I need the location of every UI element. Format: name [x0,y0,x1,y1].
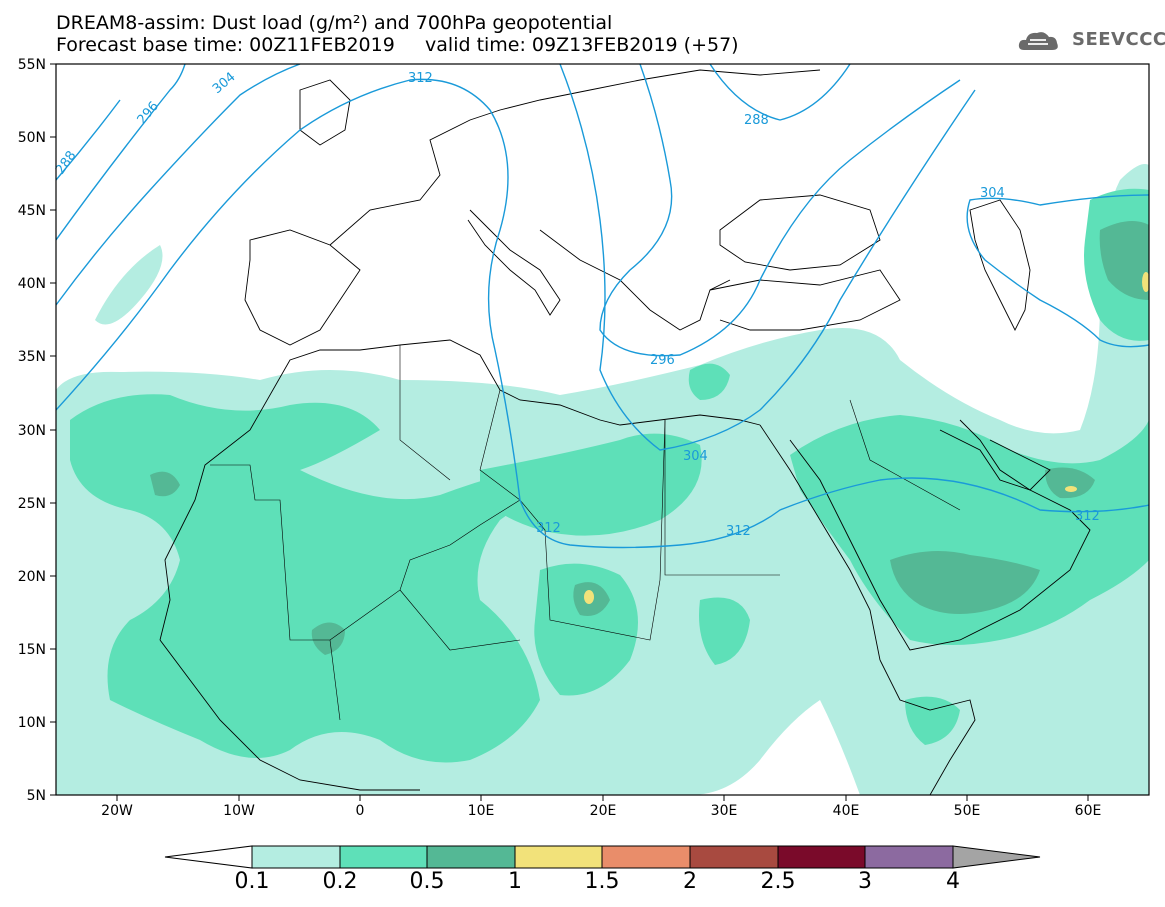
lon-label: 40E [833,803,860,819]
contour-label: 312 [1075,509,1100,524]
colorbar-swatch [514,845,603,869]
lat-label: 30N [18,423,46,439]
map-title-line1: DREAM8-assim: Dust load (g/m²) and 700hP… [56,12,613,34]
contour-288 [56,99,121,181]
colorbar-under-arrow [164,845,253,869]
lon-label: 20E [590,803,617,819]
dust-level-0.2 [688,363,730,400]
arabia-coast [789,419,1091,651]
dust-level-1 [584,590,594,604]
europe-coast [329,69,821,246]
colorbar-label: 3 [858,869,872,894]
lat-label: 10N [18,715,46,731]
dust-level-0.5 [311,622,345,655]
dust-level-0.2 [480,433,702,536]
contour-label: 296 [135,99,162,128]
colorbar-swatch [864,845,954,869]
contour-312 [56,78,1149,549]
contour-296 [56,64,186,241]
lon-label: 0 [356,803,365,819]
contour-label: 288 [53,148,80,177]
lat-axis: 55N 50N 45N 40N 35N 30N 25N 20N 15N 10N … [18,57,56,804]
coastlines-and-borders [159,69,1091,795]
lat-label: 15N [18,642,46,658]
contour-304 [56,64,301,306]
lat-label: 25N [18,496,46,512]
dust-level-0.1 [95,245,163,325]
balkans-greece [539,229,731,331]
red-sea [759,424,881,661]
contour-label: 312 [726,524,751,539]
lon-axis: 20W 10W 0 10E 20E 30E 40E 50E 60E [101,795,1101,819]
dust-level-0.5 [1045,467,1095,499]
dust-level-0.2 [70,394,540,763]
dust-field [56,164,1149,795]
colorbar [164,845,1041,869]
lat-label: 40N [18,276,46,292]
lat-label: 20N [18,569,46,585]
contour-label: 288 [744,113,769,128]
contour-label: 312 [536,521,561,536]
contour-label: 304 [210,70,239,97]
dust-level-0.2 [905,696,960,745]
lon-label: 10W [223,803,255,819]
anatolia [709,269,901,331]
lon-label: 60E [1075,803,1102,819]
lat-label: 35N [18,349,46,365]
lon-label: 10E [468,803,495,819]
colorbar-label: 4 [946,869,960,894]
dust-level-0.2 [699,597,750,665]
contour-label: 296 [650,353,675,368]
colorbar-swatch [251,845,341,869]
contour-296 [599,64,961,357]
colorbar-swatch [601,845,691,869]
dust-level-1 [1065,486,1077,492]
colorbar-swatch [426,845,516,869]
dust-level-1 [1142,272,1149,292]
contour-288 [709,64,851,121]
contour-label: 304 [980,186,1005,201]
dust-level-0.5 [150,471,180,497]
dust-level-0.5 [1099,221,1149,300]
colorbar-label: 1.5 [584,869,620,894]
caspian-sea [969,199,1031,332]
italy [467,209,561,316]
contour-label: 312 [408,71,433,86]
colorbar-swatch [689,845,779,869]
geopotential-contours [56,64,1149,549]
dust-level-0.2 [534,563,638,696]
british-isles [299,79,351,146]
colorbar-swatch [339,845,428,869]
country-border [210,419,666,641]
contour-label: 304 [683,449,708,464]
contour-304 [559,64,976,451]
iberia [244,229,361,346]
lon-label: 50E [954,803,981,819]
lon-label: 30E [711,803,738,819]
country-border [329,345,961,721]
colorbar-label: 2 [683,869,697,894]
lat-label: 55N [18,57,46,73]
colorbar-label: 0.5 [409,869,445,894]
colorbar-label: 0.2 [322,869,358,894]
map-title-line2: Forecast base time: 00Z11FEB2019 valid t… [56,34,739,56]
lon-label: 20W [101,803,133,819]
black-sea [719,194,881,271]
horn-of-africa [879,659,976,795]
north-africa-coast [159,339,761,641]
contour-304 [966,194,1149,348]
seevccc-cloud-logo-icon [1018,32,1058,50]
lat-label: 5N [27,788,46,804]
colorbar-swatch [777,845,866,869]
colorbar-label: 2.5 [760,869,796,894]
colorbar-label: 0.1 [234,869,270,894]
west-africa-coast [159,639,420,791]
logo-text: SEEVCCC [1072,29,1165,50]
colorbar-over-arrow [952,845,1041,869]
dust-level-0.5 [890,551,1040,614]
persian-gulf [939,429,1051,491]
lat-label: 50N [18,130,46,146]
lat-label: 45N [18,203,46,219]
colorbar-label: 1 [508,869,522,894]
